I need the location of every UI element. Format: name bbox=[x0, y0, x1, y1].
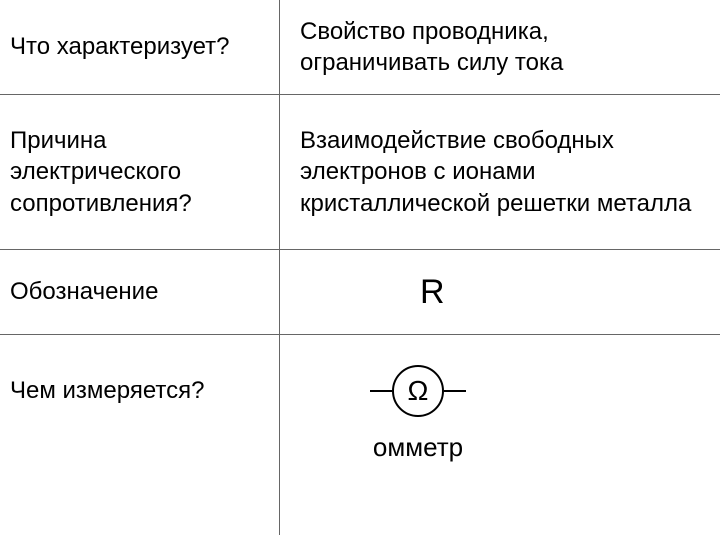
answer-cell: Взаимодействие свободных электронов с ио… bbox=[280, 95, 720, 249]
question-cell: Чем измеряется? bbox=[0, 335, 280, 535]
answer-cell: Свойство проводника, ограничивать силу т… bbox=[280, 0, 720, 94]
instrument-label: омметр bbox=[373, 432, 463, 463]
table-row: Что характеризует? Свойство проводника, … bbox=[0, 0, 720, 95]
answer-cell: Ω омметр bbox=[280, 335, 720, 535]
question-cell: Что характеризует? bbox=[0, 0, 280, 94]
physics-table: Что характеризует? Свойство проводника, … bbox=[0, 0, 720, 540]
resistance-symbol: R bbox=[420, 273, 445, 312]
question-cell: Причина электрического сопротивления? bbox=[0, 95, 280, 249]
answer-text: Взаимодействие свободных электронов с ио… bbox=[300, 125, 700, 219]
ohmmeter-circle: Ω bbox=[392, 365, 444, 417]
question-cell: Обозначение bbox=[0, 250, 280, 334]
answer-text: Свойство проводника, ограничивать силу т… bbox=[300, 16, 700, 78]
omega-symbol: Ω bbox=[408, 375, 429, 407]
question-text: Что характеризует? bbox=[10, 31, 229, 62]
ohmmeter-schematic-icon: Ω bbox=[370, 365, 466, 417]
table-row: Обозначение R bbox=[0, 250, 720, 335]
ohmmeter-lead-left bbox=[370, 390, 392, 392]
table-row: Причина электрического сопротивления? Вз… bbox=[0, 95, 720, 250]
ohmmeter-block: Ω омметр bbox=[370, 365, 466, 463]
answer-cell: R bbox=[280, 250, 720, 334]
question-text: Чем измеряется? bbox=[10, 375, 204, 406]
question-text: Причина электрического сопротивления? bbox=[10, 125, 269, 219]
question-text: Обозначение bbox=[10, 276, 158, 307]
ohmmeter-lead-right bbox=[444, 390, 466, 392]
table-row: Чем измеряется? Ω омметр bbox=[0, 335, 720, 535]
